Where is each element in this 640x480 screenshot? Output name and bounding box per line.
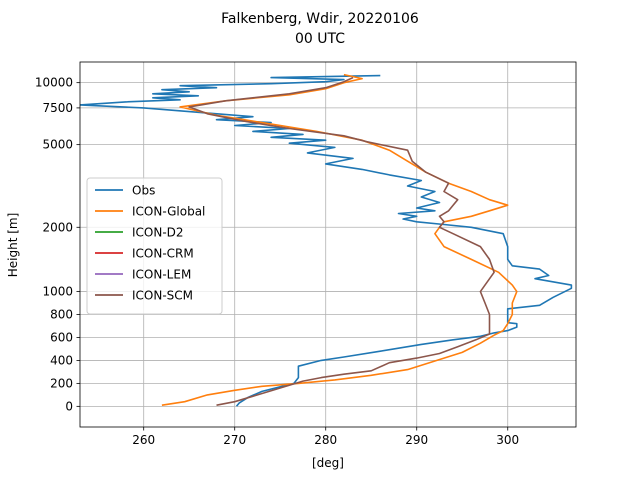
legend-label-icon-crm: ICON-CRM bbox=[132, 247, 194, 261]
axes-frame bbox=[79, 61, 577, 428]
series-line-icon-global bbox=[161, 73, 518, 406]
y-tick-label: 10000 bbox=[35, 76, 73, 90]
legend-label-icon-lem: ICON-LEM bbox=[132, 268, 191, 282]
y-ticks: 0 200 400 600 800 1000 2000 5000 7500 10000 bbox=[35, 76, 80, 413]
x-tick-label: 280 bbox=[314, 433, 337, 447]
x-tick-label: 260 bbox=[132, 433, 155, 447]
y-tick-label: 400 bbox=[50, 353, 73, 367]
legend-label-obs: Obs bbox=[132, 184, 155, 198]
y-tick-label: 800 bbox=[50, 308, 73, 322]
y-axis-label: Height [m] bbox=[6, 213, 20, 278]
chart-title: Falkenberg, Wdir, 20220106 bbox=[221, 11, 419, 27]
x-tick-label: 270 bbox=[223, 433, 246, 447]
y-tick-label: 1000 bbox=[42, 285, 73, 299]
x-tick-label: 300 bbox=[496, 433, 519, 447]
series-line-obs bbox=[80, 74, 573, 407]
legend-label-icon-global: ICON-Global bbox=[132, 205, 205, 219]
chart-subtitle: 00 UTC bbox=[295, 31, 345, 47]
y-tick-label: 200 bbox=[50, 376, 73, 390]
series-line-icon-scm bbox=[188, 76, 495, 406]
legend-label-icon-d2: ICON-D2 bbox=[132, 226, 184, 240]
legend: Obs ICON-Global ICON-D2 ICON-CRM ICON-LEM ICO… bbox=[86, 177, 223, 315]
y-tick-label: 0 bbox=[65, 399, 73, 413]
legend-label-icon-scm: ICON-SCM bbox=[132, 289, 193, 303]
x-axis-label: [deg] bbox=[312, 456, 344, 470]
y-tick-label: 5000 bbox=[42, 138, 73, 152]
grid-lines bbox=[80, 62, 576, 427]
y-tick-label: 600 bbox=[50, 330, 73, 344]
y-tick-label: 2000 bbox=[42, 220, 73, 234]
y-tick-label: 7500 bbox=[42, 101, 73, 115]
x-ticks: 260 270 280 290 300 bbox=[132, 427, 519, 447]
legend-box bbox=[86, 177, 223, 315]
x-tick-label: 290 bbox=[405, 433, 428, 447]
plot-series-group bbox=[80, 73, 573, 407]
